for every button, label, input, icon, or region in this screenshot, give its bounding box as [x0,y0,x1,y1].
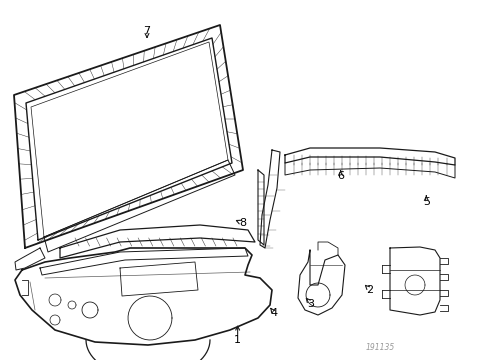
Text: 2: 2 [367,285,373,295]
Text: 7: 7 [144,26,150,36]
Text: 1: 1 [234,335,241,345]
Text: 6: 6 [337,171,344,181]
Text: 8: 8 [239,218,246,228]
Text: 191135: 191135 [366,343,394,352]
Text: 3: 3 [308,299,315,309]
Text: 5: 5 [423,197,430,207]
Text: 4: 4 [271,308,278,318]
